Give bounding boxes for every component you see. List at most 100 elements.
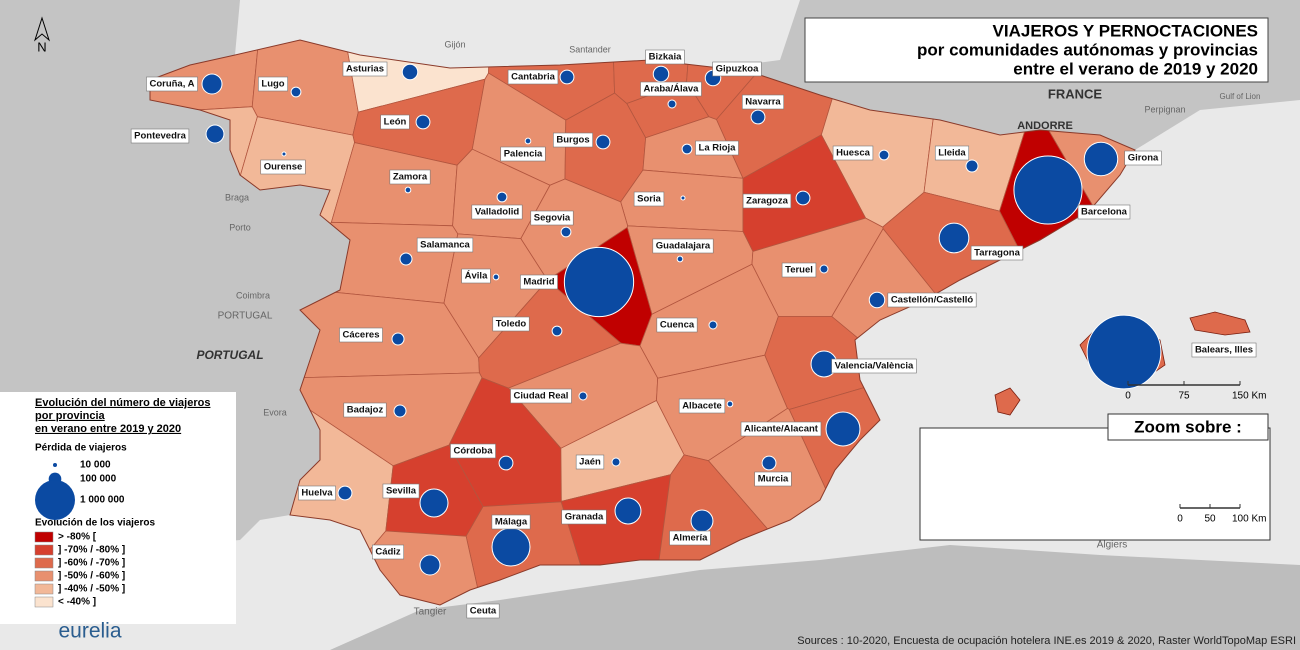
loss-circle — [578, 391, 588, 401]
scale-label: 100 Km — [1232, 514, 1266, 525]
label-box — [339, 327, 383, 343]
province-label: Zamora — [393, 172, 428, 183]
label-box — [382, 483, 420, 499]
label-box — [530, 210, 574, 226]
province-label: Cantabria — [511, 72, 556, 83]
place-label: Perpignan — [1144, 104, 1185, 114]
legend-circle — [35, 480, 75, 520]
label-box — [656, 317, 698, 333]
province-label: Araba/Álava — [644, 84, 700, 95]
loss-circle — [611, 457, 621, 467]
label-box — [258, 76, 288, 92]
land — [330, 545, 1300, 650]
province-label: Sevilla — [386, 486, 417, 497]
loss-circle — [492, 273, 500, 281]
province-label: Madrid — [523, 277, 554, 288]
province-label: Cádiz — [375, 547, 401, 558]
place-label: FRANCE — [1048, 86, 1102, 101]
province-label: Murcia — [758, 474, 789, 485]
legend-class-label: ] -40% / -50% ] — [58, 584, 125, 595]
place-label: Gulf of Lion — [1220, 92, 1261, 101]
label-box — [130, 128, 190, 144]
background-labels: FRANCE ANDORRE PORTUGAL PORTUGAL Gijón Santan… — [196, 39, 1260, 617]
loss-circle — [551, 325, 563, 337]
province-label: Ávila — [465, 271, 488, 282]
label-box — [645, 49, 685, 65]
province-label: Burgos — [556, 135, 589, 146]
province-label: Pontevedra — [134, 131, 186, 142]
province-label: Tarragona — [974, 248, 1020, 259]
label-box — [492, 316, 530, 332]
legend-title: Evolución del número de viajeros — [35, 397, 210, 409]
loss-circle — [524, 137, 532, 145]
label-box — [742, 193, 792, 209]
north-arrow — [33, 16, 51, 42]
loss-circle — [205, 124, 225, 144]
label-box — [471, 204, 523, 220]
loss-circle — [680, 195, 686, 201]
brand: eurelia — [58, 620, 121, 643]
place-label: Tangier — [414, 607, 447, 618]
label-box — [500, 146, 546, 162]
label-box — [633, 191, 665, 207]
place-label: Evora — [263, 407, 287, 417]
province-label: Cáceres — [343, 330, 380, 341]
title: VIAJEROS Y PERNOCTACIONES — [993, 21, 1258, 40]
province-label: La Rioja — [699, 143, 737, 154]
province-label: Málaga — [495, 517, 528, 528]
loss-circle — [965, 159, 979, 173]
legend-size-label: 10 000 — [80, 460, 111, 471]
province-label: Gipuzkoa — [716, 64, 759, 75]
legend-circle — [53, 463, 57, 467]
loss-circle — [281, 151, 287, 157]
scale-label: 0 — [1177, 514, 1183, 525]
province-label: Castellón/Castelló — [891, 295, 974, 306]
province-label: Bizkaia — [649, 52, 682, 63]
province-label: Zaragoza — [746, 196, 788, 207]
loss-circle — [1086, 314, 1162, 390]
loss-circle — [559, 69, 575, 85]
scales: 0 75 150 Km 0 50 100 Km — [1125, 381, 1266, 525]
province-label: Soria — [637, 194, 661, 205]
loss-circle — [337, 485, 353, 501]
place-label: Coimbra — [236, 290, 270, 300]
province-label: Albacete — [682, 401, 722, 412]
loss-circle — [825, 411, 861, 447]
province-label: Alicante/Alacant — [744, 424, 819, 435]
label-box — [1191, 342, 1257, 358]
loss-circle — [795, 190, 811, 206]
province-label: Huesca — [836, 148, 871, 159]
legend-swatch — [34, 596, 54, 608]
province-label: Granada — [565, 512, 604, 523]
loss-circle — [491, 527, 531, 567]
sources: Sources : 10-2020, Encuesta de ocupación… — [797, 635, 1296, 647]
title: por comunidades autónomas y provincias — [917, 40, 1258, 59]
label-box — [553, 132, 593, 148]
province-label: Huelva — [301, 488, 333, 499]
loss-circle — [419, 554, 441, 576]
label-box — [754, 471, 792, 487]
loss-circle — [595, 134, 611, 150]
label-box — [343, 402, 387, 418]
loss-circle — [878, 149, 890, 161]
loss-circle — [652, 65, 670, 83]
label-box — [1124, 150, 1162, 166]
province-label: Toledo — [496, 319, 527, 330]
label-box — [260, 159, 306, 175]
scale-label: 150 Km — [1232, 391, 1266, 402]
island — [994, 387, 1021, 416]
loss-circle — [415, 114, 431, 130]
label-box — [561, 509, 607, 525]
loss-circle — [290, 86, 302, 98]
label-box — [491, 514, 531, 530]
legend-class-label: ] -70% / -80% ] — [58, 545, 125, 556]
province-label: Ciudad Real — [514, 391, 569, 402]
legend-class-label: ] -60% / -70% ] — [58, 558, 125, 569]
north-label: N — [37, 39, 46, 54]
province-label: Lleida — [938, 148, 966, 159]
label-box — [389, 169, 431, 185]
place-label: Gijón — [444, 39, 465, 49]
province-label: Ceuta — [470, 606, 497, 617]
scale-label: 50 — [1204, 514, 1216, 525]
